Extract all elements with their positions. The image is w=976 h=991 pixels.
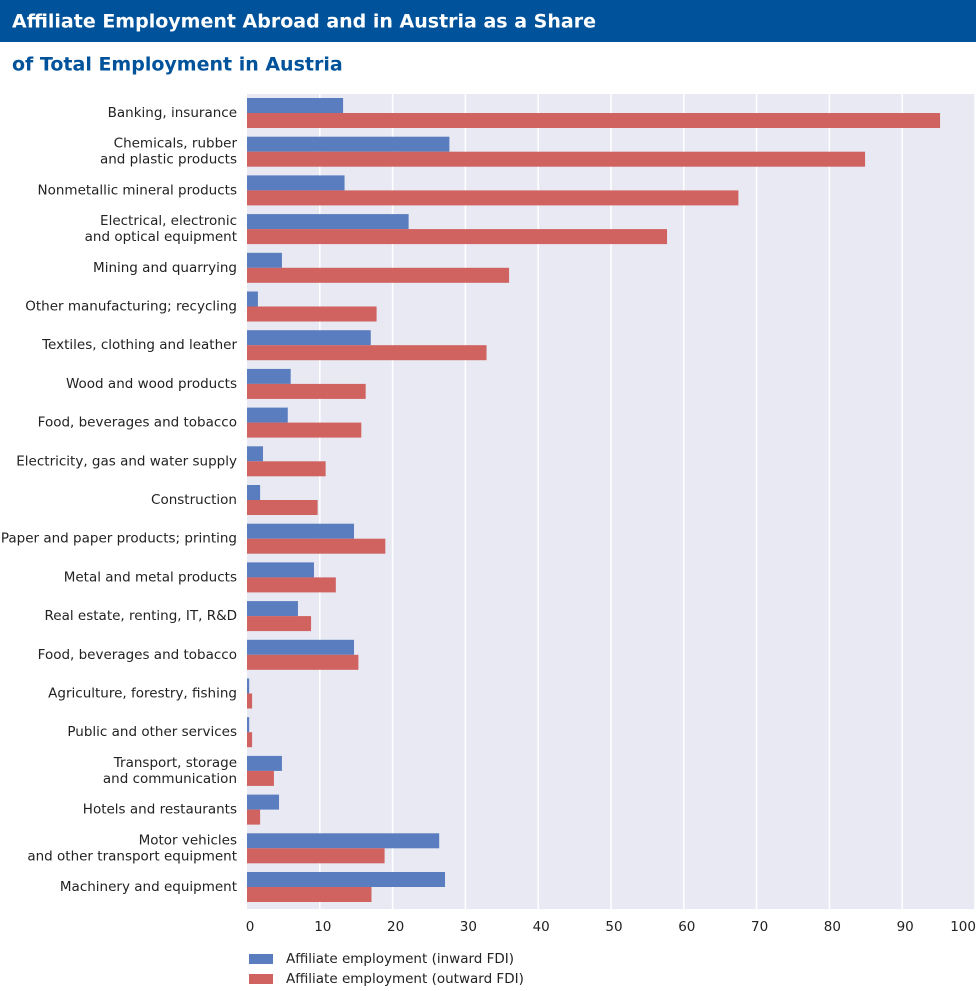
legend-label: Affiliate employment (outward FDI) bbox=[286, 971, 524, 987]
legend-swatch bbox=[249, 954, 273, 964]
y-tick-label: Nonmetallic mineral products bbox=[38, 182, 238, 198]
x-tick-label: 70 bbox=[751, 919, 768, 935]
legend-swatch bbox=[249, 974, 273, 984]
bar bbox=[247, 500, 318, 515]
bar bbox=[247, 229, 668, 245]
y-tick-label: Public and other services bbox=[67, 724, 237, 740]
bar bbox=[247, 98, 344, 113]
bar bbox=[247, 616, 312, 632]
bar bbox=[247, 770, 274, 786]
y-tick-label: Hotels and restaurants bbox=[83, 802, 237, 818]
x-tick-label: 20 bbox=[387, 919, 404, 935]
legend-label: Affiliate employment (inward FDI) bbox=[286, 951, 514, 967]
bar bbox=[247, 833, 440, 849]
bar bbox=[247, 639, 355, 655]
bar bbox=[247, 523, 355, 539]
y-tick-label: Machinery and equipment bbox=[60, 879, 237, 895]
y-tick-label: Textiles, clothing and leather bbox=[41, 337, 237, 353]
bar bbox=[247, 345, 487, 361]
bar bbox=[247, 794, 280, 810]
chart-title: of Total Employment in Austria bbox=[12, 54, 343, 76]
bar bbox=[247, 136, 450, 152]
y-tick-label: Real estate, renting, IT, R&D bbox=[45, 608, 237, 624]
y-tick-label: Metal and metal products bbox=[64, 569, 237, 585]
bar bbox=[247, 755, 282, 771]
title-band bbox=[0, 0, 976, 42]
x-tick-label: 100 bbox=[950, 919, 976, 935]
bar bbox=[247, 887, 372, 902]
bar bbox=[247, 577, 336, 593]
bar bbox=[247, 562, 314, 578]
y-tick-label: Agriculture, forestry, fishing bbox=[48, 686, 237, 702]
x-tick-label: 30 bbox=[460, 919, 477, 935]
bar bbox=[247, 538, 386, 554]
bar bbox=[247, 368, 291, 384]
bar bbox=[247, 330, 371, 346]
bar bbox=[247, 485, 261, 500]
x-tick-label: 50 bbox=[605, 919, 622, 935]
chart-title: Affiliate Employment Abroad and in Austr… bbox=[12, 11, 596, 33]
bar bbox=[247, 678, 250, 694]
x-tick-label: 10 bbox=[314, 919, 331, 935]
y-tick-label: Paper and paper products; printing bbox=[1, 531, 237, 547]
bar bbox=[247, 872, 446, 887]
y-tick-label: Food, beverages and tobacco bbox=[38, 415, 237, 431]
bar bbox=[247, 717, 250, 733]
y-tick-label: Electricity, gas and water supply bbox=[16, 453, 237, 469]
y-tick-label: Food, beverages and tobacco bbox=[38, 647, 237, 663]
bar bbox=[247, 267, 510, 283]
bar bbox=[247, 113, 941, 128]
x-tick-label: 60 bbox=[678, 919, 695, 935]
bar bbox=[247, 461, 326, 477]
y-tick-label: Construction bbox=[151, 492, 237, 508]
bar bbox=[247, 175, 345, 191]
bar bbox=[247, 422, 362, 438]
bar bbox=[247, 252, 282, 268]
bar bbox=[247, 306, 377, 322]
bar bbox=[247, 732, 253, 748]
bar bbox=[247, 407, 288, 423]
y-tick-label: Wood and wood products bbox=[66, 376, 237, 392]
y-tick-label: Mining and quarrying bbox=[93, 260, 237, 276]
y-tick-label: Electrical, electronic and optical equipm… bbox=[85, 213, 237, 245]
bar bbox=[247, 654, 359, 670]
bar bbox=[247, 809, 261, 825]
y-tick-label: Banking, insurance bbox=[108, 105, 237, 121]
x-tick-label: 80 bbox=[824, 919, 841, 935]
bar bbox=[247, 291, 258, 307]
bar bbox=[247, 383, 366, 399]
bar bbox=[247, 601, 298, 617]
bar bbox=[247, 214, 409, 230]
bar bbox=[247, 190, 739, 206]
x-tick-label: 90 bbox=[897, 919, 914, 935]
y-tick-label: Other manufacturing; recycling bbox=[25, 299, 237, 315]
y-tick-label: Chemicals, rubber and plastic products bbox=[100, 136, 237, 168]
bar bbox=[247, 848, 385, 864]
x-tick-label: 0 bbox=[246, 919, 255, 935]
bar bbox=[247, 446, 264, 462]
x-tick-label: 40 bbox=[533, 919, 550, 935]
bar bbox=[247, 693, 253, 709]
y-tick-label: Motor vehicles and other transport equipm… bbox=[27, 832, 237, 864]
bar bbox=[247, 151, 866, 167]
y-tick-label: Transport, storage and communication bbox=[103, 755, 237, 787]
